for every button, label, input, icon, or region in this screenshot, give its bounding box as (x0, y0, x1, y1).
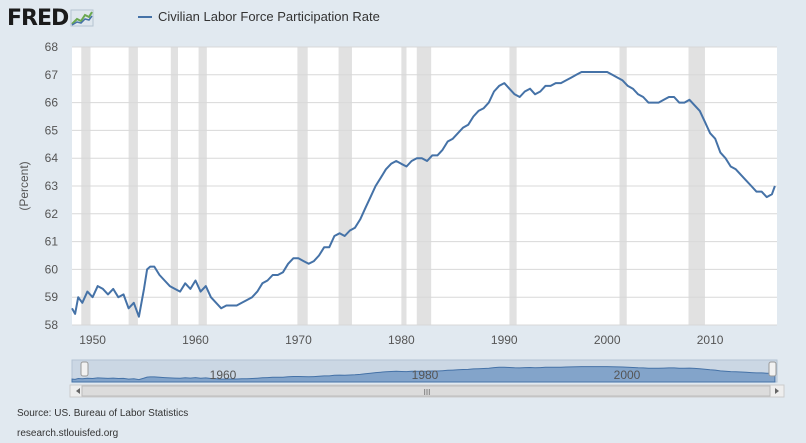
y-tick-label: 64 (45, 151, 59, 165)
y-tick-label: 61 (45, 235, 59, 249)
y-axis-ticks: 58 59 60 61 62 63 64 65 66 67 68 (45, 40, 59, 332)
y-axis-label: (Percent) (17, 161, 31, 210)
navigator-label: 1960 (210, 368, 237, 382)
legend[interactable]: Civilian Labor Force Participation Rate (138, 9, 380, 24)
scrollbar-thumb[interactable] (81, 385, 771, 397)
y-tick-label: 59 (45, 290, 59, 304)
navigator-handle-right[interactable] (768, 361, 777, 377)
y-tick-label: 67 (45, 68, 59, 82)
x-tick-label: 1950 (79, 333, 106, 347)
site-link[interactable]: research.stlouisfed.org (17, 428, 119, 439)
x-tick-label: 1990 (491, 333, 518, 347)
navigator-handle-left[interactable] (80, 361, 89, 377)
legend-swatch (138, 15, 152, 18)
x-tick-label: 2000 (594, 333, 621, 347)
navigator-label: 2000 (614, 368, 641, 382)
y-tick-label: 68 (45, 40, 59, 54)
scrollbar[interactable]: III (69, 384, 785, 398)
scroll-right-arrow-icon[interactable] (775, 388, 779, 394)
scroll-left-arrow-icon[interactable] (76, 388, 80, 394)
source-note: Source: US. Bureau of Labor Statistics (17, 408, 189, 419)
series-line (71, 71, 776, 318)
x-tick-label: 2010 (697, 333, 724, 347)
legend-label: Civilian Labor Force Participation Rate (158, 9, 380, 24)
navigator[interactable]: 1960 1980 2000 (71, 359, 778, 383)
y-tick-label: 62 (45, 207, 59, 221)
fred-logo[interactable]: FRED (7, 4, 94, 32)
x-tick-label: 1960 (182, 333, 209, 347)
navigator-label: 1980 (412, 368, 439, 382)
x-tick-label: 1980 (388, 333, 415, 347)
y-tick-label: 60 (45, 262, 59, 276)
y-tick-label: 65 (45, 123, 59, 137)
gridlines (72, 46, 777, 326)
y-tick-label: 58 (45, 318, 59, 332)
y-tick-label: 66 (45, 96, 59, 110)
logo-text: FRED (7, 5, 69, 31)
trend-line-icon (70, 9, 94, 27)
scrollbar-grip: III (424, 388, 431, 397)
x-axis-ticks: 1950 1960 1970 1980 1990 2000 2010 (79, 333, 724, 347)
y-tick-label: 63 (45, 179, 59, 193)
navigator-area (71, 366, 776, 383)
x-tick-label: 1970 (285, 333, 312, 347)
